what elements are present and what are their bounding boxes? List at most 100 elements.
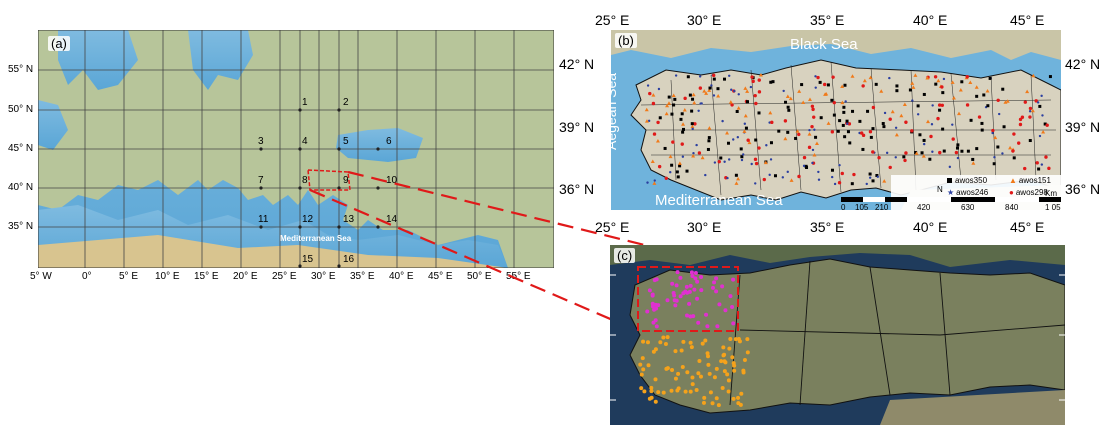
station-marker (971, 157, 975, 161)
grid-point-label: 11 (258, 214, 269, 225)
orange-station-point (676, 371, 681, 376)
station-marker (692, 151, 695, 155)
orange-station-point (739, 391, 744, 396)
station-marker (1001, 87, 1005, 91)
station-marker (754, 161, 759, 166)
station-marker (816, 75, 820, 80)
panel-a-tag: (a) (48, 36, 70, 51)
station-marker (993, 156, 996, 159)
station-marker (712, 73, 716, 78)
lon-label-top: 30° E (687, 12, 722, 28)
orange-station-point (703, 338, 708, 343)
station-marker (840, 84, 845, 88)
station-marker (888, 117, 892, 121)
station-marker (677, 161, 682, 165)
station-marker (674, 74, 678, 77)
station-marker (1005, 99, 1010, 103)
station-marker (758, 73, 763, 77)
orange-station-point (705, 354, 710, 359)
orange-station-point (742, 358, 747, 363)
lon-label-bottom: 30° E (687, 219, 722, 235)
station-marker (678, 164, 682, 168)
grid-point-label: 14 (386, 214, 398, 225)
station-marker (728, 74, 731, 77)
station-marker (657, 87, 661, 91)
station-marker (1040, 94, 1043, 98)
lat-label-right: 42° N (1065, 56, 1101, 72)
lat-label-left: 36° N (559, 181, 595, 197)
magenta-station-point (656, 303, 661, 308)
station-marker (840, 100, 845, 105)
magenta-station-point (673, 303, 678, 308)
station-marker (975, 94, 979, 98)
station-marker (902, 102, 907, 106)
orange-station-point (656, 390, 661, 395)
station-marker (773, 174, 777, 178)
station-marker (940, 103, 945, 108)
station-marker (1001, 152, 1004, 155)
sea-label-mediterranean-a: Mediterranean Sea (280, 234, 352, 243)
magenta-station-point (683, 289, 688, 294)
station-marker (754, 138, 758, 142)
grid-point-label: 6 (386, 136, 392, 147)
station-marker (843, 135, 847, 139)
grid-point-label: 9 (343, 175, 349, 186)
station-marker (736, 176, 741, 181)
station-marker (651, 101, 656, 106)
station-marker (921, 154, 926, 158)
grid-point-label: 12 (302, 214, 314, 225)
station-marker (652, 181, 657, 185)
station-marker (721, 119, 724, 123)
station-marker (991, 128, 995, 133)
station-marker (904, 151, 908, 155)
station-marker (691, 154, 696, 158)
station-marker (700, 155, 705, 160)
grid-point-label: 1 (302, 97, 308, 108)
station-marker (826, 121, 831, 125)
station-marker (690, 122, 694, 126)
legend-label: awos151 (1018, 176, 1051, 185)
station-marker (801, 100, 806, 104)
station-marker (812, 152, 817, 157)
station-marker (797, 132, 801, 137)
orange-station-point (710, 401, 715, 406)
station-marker (716, 94, 721, 98)
station-marker (1041, 114, 1044, 117)
orange-station-point (641, 339, 646, 344)
station-marker (807, 97, 812, 102)
station-marker (843, 83, 847, 87)
panel-c-map (610, 245, 1065, 425)
station-marker (676, 175, 680, 179)
station-marker (1023, 166, 1027, 171)
station-marker (914, 150, 918, 154)
station-marker (894, 132, 899, 137)
scale-tick: 1 05 (1045, 203, 1061, 212)
station-marker (842, 110, 846, 114)
magenta-station-point (671, 291, 676, 296)
station-marker (644, 107, 649, 112)
station-marker (975, 147, 979, 151)
station-marker (980, 121, 984, 125)
station-marker (874, 82, 878, 86)
station-marker (865, 182, 868, 186)
station-marker (785, 94, 790, 99)
station-marker (704, 91, 709, 95)
sea-label-black: Black Sea (790, 36, 858, 53)
magenta-station-point (647, 288, 652, 293)
station-marker (781, 176, 785, 179)
magenta-station-point (684, 284, 689, 289)
station-marker (716, 87, 720, 91)
station-marker (1038, 104, 1042, 108)
lat-label: 50° N (8, 104, 34, 115)
station-marker (1038, 134, 1042, 138)
station-marker (802, 164, 806, 168)
station-marker (1041, 129, 1046, 134)
station-marker (883, 111, 887, 115)
station-marker (817, 178, 821, 181)
station-marker (888, 165, 892, 170)
station-marker (795, 129, 800, 133)
magenta-station-point (712, 280, 717, 285)
orange-station-point (653, 347, 658, 352)
station-marker (895, 89, 899, 93)
station-marker (894, 126, 898, 129)
